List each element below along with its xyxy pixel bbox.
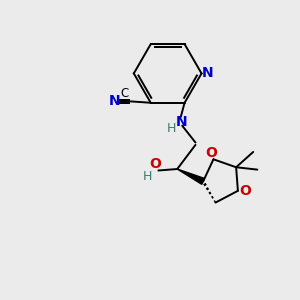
- Text: O: O: [149, 157, 161, 171]
- Text: H: H: [167, 122, 176, 135]
- Polygon shape: [177, 169, 205, 184]
- Text: N: N: [176, 115, 187, 129]
- Text: H: H: [143, 170, 152, 184]
- Text: C: C: [120, 87, 128, 100]
- Text: N: N: [109, 94, 120, 108]
- Text: O: O: [205, 146, 217, 160]
- Text: O: O: [239, 184, 251, 198]
- Text: N: N: [202, 66, 214, 80]
